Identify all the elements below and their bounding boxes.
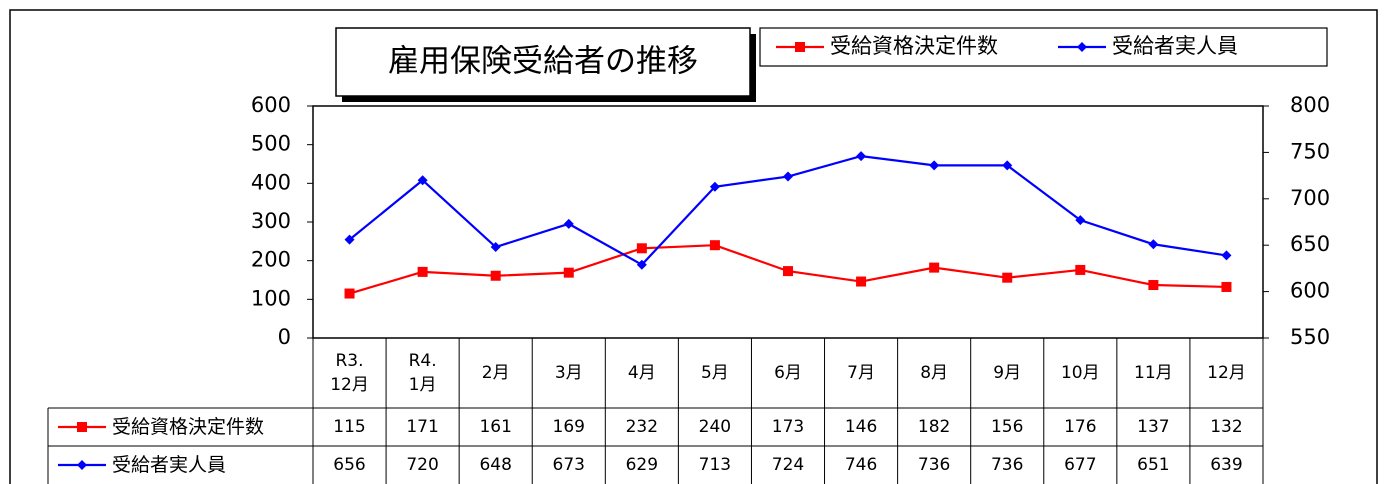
y2-tick-label: 750: [1290, 139, 1330, 163]
data-point: [1221, 281, 1232, 292]
table-value: 232: [625, 417, 659, 437]
category-label: R3. 12月: [330, 351, 369, 395]
y-tick-label: 300: [251, 209, 291, 233]
category-label: 12月: [1207, 363, 1246, 383]
y-tick-label: 400: [251, 170, 291, 194]
table-value: 724: [771, 455, 805, 475]
table-value: 171: [406, 417, 439, 437]
legend-label: 受給資格決定件数: [830, 34, 998, 58]
legend-marker: [77, 422, 87, 432]
data-point: [783, 171, 793, 182]
chart-border: [9, 9, 1378, 484]
legend-marker: [1077, 42, 1087, 52]
category-label: 2月: [481, 363, 510, 383]
data-point: [636, 243, 647, 254]
table-value: 115: [333, 417, 366, 437]
y-tick-label: 600: [251, 93, 291, 117]
table-value: 169: [552, 417, 585, 437]
plot-area: [312, 105, 1264, 339]
y2-tick-label: 650: [1290, 232, 1330, 256]
table-value: 651: [1137, 455, 1170, 475]
data-point: [856, 151, 867, 162]
data-point: [563, 267, 574, 278]
data-point: [1002, 272, 1013, 283]
data-point: [344, 234, 355, 245]
category-label: 8月: [920, 363, 949, 383]
table-value: 713: [698, 455, 732, 475]
title-box: [335, 27, 751, 97]
table-value: 182: [917, 417, 951, 437]
category-label: 11月: [1134, 363, 1173, 383]
y2-tick-label: 700: [1290, 186, 1330, 210]
legend-label: 受給者実人員: [1112, 34, 1238, 58]
data-point: [636, 259, 647, 270]
table-value: 240: [698, 417, 732, 437]
y-tick-label: 100: [251, 286, 291, 310]
data-point: [1221, 250, 1232, 261]
table-value: 137: [1137, 417, 1170, 437]
y-tick-label: 200: [251, 248, 291, 272]
table-value: 677: [1064, 455, 1097, 475]
category-label: 7月: [847, 363, 875, 383]
legend-box: [759, 27, 1328, 67]
data-point: [929, 262, 940, 273]
table-value: 176: [1064, 417, 1097, 437]
data-point: [709, 181, 720, 192]
data-point: [1002, 160, 1013, 171]
y-tick-label: 0: [278, 325, 291, 349]
category-label: 6月: [774, 363, 802, 383]
category-label: 9月: [993, 363, 1022, 383]
table-value: 673: [552, 455, 585, 475]
data-point: [490, 242, 501, 253]
table-series-name: 受給者実人員: [112, 454, 227, 476]
table-value: 736: [990, 455, 1024, 475]
y2-tick-label: 600: [1290, 279, 1330, 303]
table-value: 736: [917, 455, 951, 475]
data-point: [856, 276, 867, 287]
data-point: [490, 270, 501, 281]
data-point: [417, 175, 428, 186]
y2-tick-label: 800: [1290, 93, 1330, 117]
legend-marker: [77, 460, 87, 470]
category-label: 10月: [1060, 363, 1100, 383]
data-point: [929, 160, 940, 171]
table-value: 161: [479, 417, 512, 437]
table-value: 639: [1210, 455, 1243, 475]
category-label: R4. 1月: [408, 351, 437, 395]
table-series-name: 受給資格決定件数: [112, 416, 265, 438]
table-value: 146: [844, 417, 878, 437]
data-point: [417, 266, 428, 277]
table-value: 656: [333, 455, 366, 475]
chart-title: 雇用保険受給者の推移: [388, 44, 698, 80]
table-value: 629: [625, 455, 659, 475]
legend-marker: [795, 42, 805, 52]
table-value: 173: [771, 417, 805, 437]
category-label: 3月: [554, 363, 583, 383]
data-point: [563, 218, 574, 229]
table-value: 720: [406, 455, 439, 475]
data-point: [1148, 280, 1159, 291]
table-value: 746: [844, 455, 878, 475]
data-point: [1075, 264, 1086, 275]
y-tick-label: 500: [251, 132, 291, 156]
data-point: [709, 240, 720, 251]
table-value: 156: [990, 417, 1024, 437]
table-value: 648: [479, 455, 512, 475]
data-point: [344, 288, 355, 299]
y2-tick-label: 550: [1290, 325, 1330, 349]
table-value: 132: [1210, 417, 1243, 437]
data-point: [783, 266, 793, 277]
category-label: 5月: [700, 363, 729, 383]
data-point: [1075, 215, 1086, 226]
data-point: [1148, 239, 1159, 250]
category-label: 4月: [627, 363, 656, 383]
